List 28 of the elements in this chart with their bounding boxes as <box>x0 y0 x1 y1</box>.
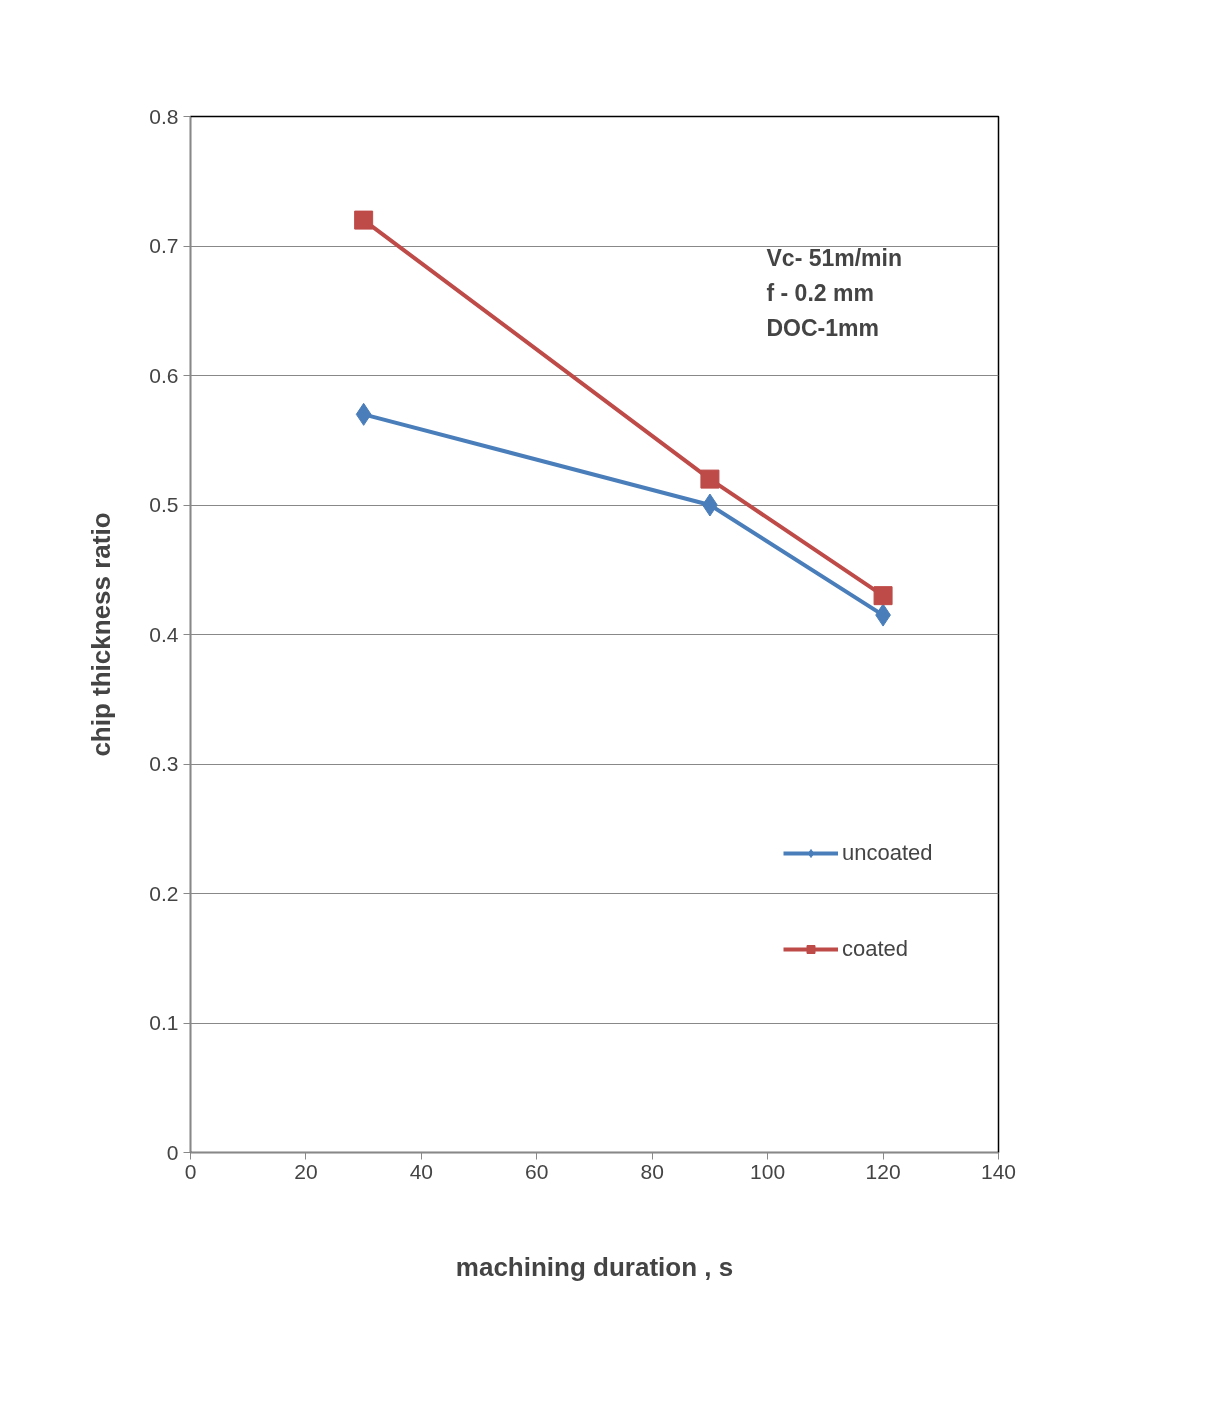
y-tick-label: 0.2 <box>149 881 179 905</box>
y-tick-label: 0.3 <box>149 752 179 775</box>
y-tick-label: 0.5 <box>149 493 179 516</box>
x-tick-label: 100 <box>750 1159 786 1183</box>
annotation: DOC-1mm <box>766 314 879 341</box>
annotation: Vc- 51m/min <box>766 244 902 271</box>
y-tick-label: 0.7 <box>149 234 179 257</box>
y-tick-label: 0.8 <box>149 104 179 128</box>
legend-label: coated <box>842 936 909 962</box>
legend-label: uncoated <box>842 840 933 866</box>
x-tick-label: 140 <box>980 1159 1017 1183</box>
x-tick-label: 0 <box>184 1159 197 1183</box>
point <box>700 469 720 489</box>
annotation: f - 0.2 mm <box>766 279 874 306</box>
y-tick-label: 0.1 <box>149 1011 179 1034</box>
x-tick-label: 60 <box>525 1159 549 1183</box>
x-tick-label: 80 <box>640 1159 664 1183</box>
x-tick-label: 40 <box>409 1159 434 1183</box>
y-tick-label: 0.4 <box>149 622 179 646</box>
x-tick-label: 20 <box>294 1159 318 1183</box>
y-tick-label: 0.6 <box>149 363 179 387</box>
x-tick-label: 120 <box>865 1159 901 1183</box>
point <box>355 402 372 426</box>
y-tick-label: 0 <box>166 1140 179 1164</box>
y-axis-title: chip thickness ratio <box>86 512 117 757</box>
point <box>873 586 893 606</box>
x-axis-title: machining duration , s <box>455 1251 734 1282</box>
point <box>354 210 374 230</box>
